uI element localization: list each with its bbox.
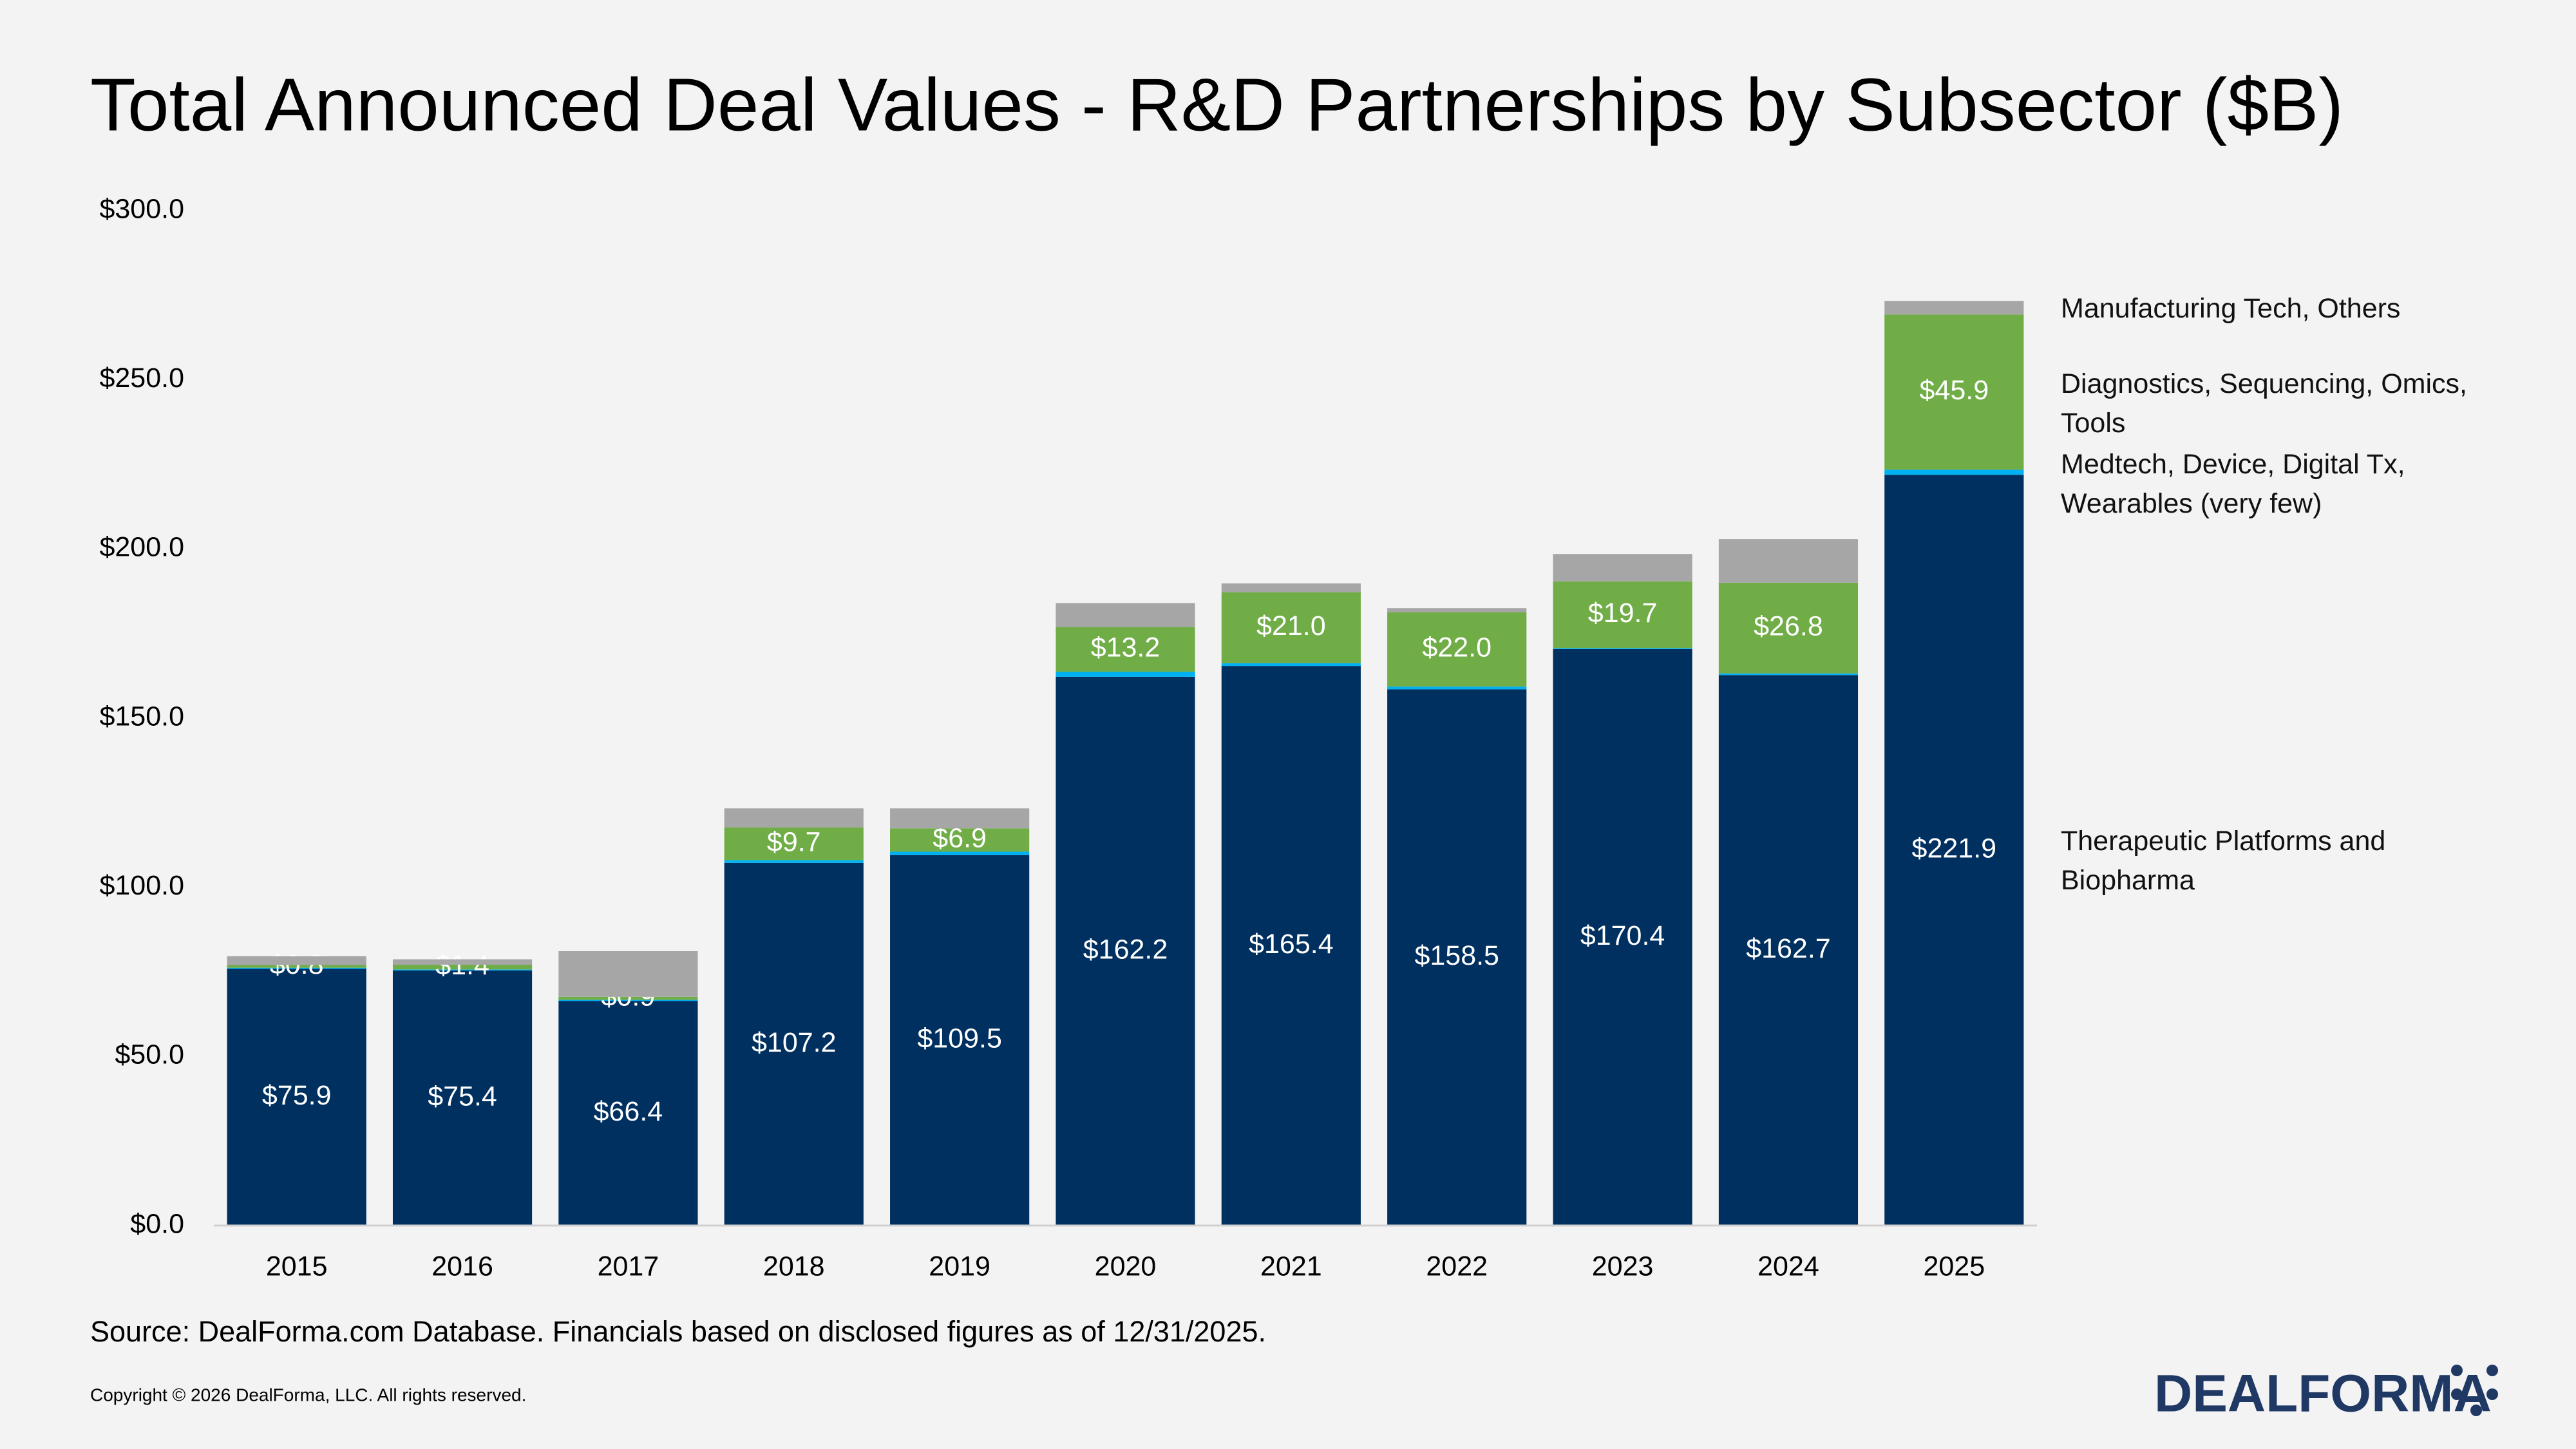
y-tick-label: $250.0 (99, 363, 184, 393)
x-tick-label: 2017 (598, 1251, 659, 1282)
data-label: $19.7 (1588, 598, 1658, 629)
bar-segment (1056, 603, 1195, 627)
bar-segment (1884, 301, 2024, 315)
bar-segment (1056, 627, 1195, 672)
y-tick-label: $0.0 (130, 1208, 184, 1239)
x-tick-label: 2023 (1592, 1251, 1654, 1282)
logo: DEALFORMA (2154, 1365, 2492, 1423)
legend-label: Therapeutic Platforms and Biopharma (2061, 826, 2386, 896)
bar-segment (890, 855, 1030, 1226)
legend-label: Manufacturing Tech, Others (2061, 293, 2401, 324)
logo-dot (2486, 1388, 2498, 1400)
bar-segment (227, 969, 366, 1226)
bar-segment (1718, 675, 1859, 1226)
bar-segment (558, 951, 698, 997)
bar-segment (890, 851, 1030, 855)
bar-segment (227, 956, 366, 965)
y-tick-label: $300.0 (99, 193, 184, 224)
bar-segment (1387, 608, 1527, 612)
bar-segment (1553, 649, 1692, 1226)
x-tick-label: 2019 (929, 1251, 990, 1282)
data-label: $26.8 (1754, 611, 1823, 642)
x-tick-label: 2024 (1757, 1251, 1819, 1282)
y-tick-label: $200.0 (99, 532, 184, 563)
legend-label: Diagnostics, Sequencing, Omics, Tools (2061, 368, 2467, 439)
copyright: Copyright © 2026 DealForma, LLC. All rig… (90, 1385, 526, 1405)
data-label: $75.4 (428, 1081, 497, 1112)
bar-segment (1718, 673, 1859, 676)
logo-dot (2470, 1405, 2482, 1416)
bar-segment (724, 808, 864, 828)
bar-segment (1387, 612, 1527, 687)
bar-segment (1221, 583, 1361, 592)
data-label: $9.7 (767, 827, 821, 858)
bar-segment (724, 862, 864, 1226)
bar-segment (1056, 672, 1195, 677)
bar-segment (1553, 581, 1692, 649)
logo-dot (2451, 1388, 2463, 1400)
bar-segment (392, 964, 533, 970)
x-tick-label: 2016 (431, 1251, 493, 1282)
bar-segment (890, 808, 1030, 829)
data-label: $170.4 (1580, 920, 1665, 951)
data-label: $109.5 (917, 1023, 1002, 1054)
data-label: $165.4 (1249, 929, 1334, 960)
bar-segment (1221, 663, 1361, 667)
bar-segment (1387, 687, 1527, 690)
bar-segment (890, 828, 1030, 852)
data-label: $221.9 (1912, 833, 1997, 864)
x-tick-label: 2021 (1260, 1251, 1322, 1282)
bar-segment (1056, 676, 1195, 1226)
x-tick-label: 2020 (1095, 1251, 1157, 1282)
bar-segment (558, 999, 698, 1001)
source-note: Source: DealForma.com Database. Financia… (90, 1315, 1266, 1348)
data-label: $158.5 (1414, 940, 1499, 971)
bar-segment (1884, 314, 2024, 470)
chart-title: Total Announced Deal Values - R&D Partne… (90, 63, 2344, 147)
bar-segment (392, 959, 533, 965)
bar-segment (1553, 554, 1692, 582)
bar-segment (1718, 539, 1859, 583)
bar-segment (1387, 689, 1527, 1226)
bar-segment (1553, 648, 1692, 649)
x-tick-label: 2015 (266, 1251, 328, 1282)
data-label: $13.2 (1091, 632, 1160, 663)
bar-segment (1221, 666, 1361, 1226)
bar-segment (558, 1001, 698, 1226)
bar-segment (1884, 469, 2024, 475)
data-label: $162.7 (1746, 933, 1831, 964)
data-label: $21.0 (1256, 611, 1326, 641)
y-tick-label: $150.0 (99, 701, 184, 732)
bar-segment (392, 970, 533, 1226)
bar-segment (724, 860, 864, 863)
legend-label: Medtech, Device, Digital Tx, Wearables (… (2061, 449, 2405, 519)
y-tick-label: $50.0 (115, 1039, 184, 1070)
data-label: $107.2 (752, 1027, 837, 1058)
bar-segment (1221, 592, 1361, 663)
bar-segment (724, 827, 864, 860)
x-tick-label: 2018 (763, 1251, 825, 1282)
bar-segment (558, 996, 698, 1000)
logo-dot (2451, 1365, 2463, 1376)
logo-dots (2451, 1365, 2498, 1416)
x-tick-label: 2022 (1426, 1251, 1488, 1282)
data-label: $75.9 (262, 1080, 332, 1111)
bar-segment (1884, 475, 2024, 1226)
data-label: $22.0 (1422, 632, 1492, 663)
bar-segment (227, 967, 366, 969)
data-label: $66.4 (594, 1096, 663, 1127)
data-label: $45.9 (1920, 375, 1989, 406)
x-tick-label: 2025 (1923, 1251, 1985, 1282)
bar-segment (1718, 582, 1859, 674)
data-label: $162.2 (1083, 934, 1168, 965)
data-label: $1.4 (435, 950, 489, 981)
logo-dot (2486, 1365, 2498, 1376)
bar-segment (392, 969, 533, 971)
bar-segment (227, 965, 366, 968)
y-tick-label: $100.0 (99, 870, 184, 901)
